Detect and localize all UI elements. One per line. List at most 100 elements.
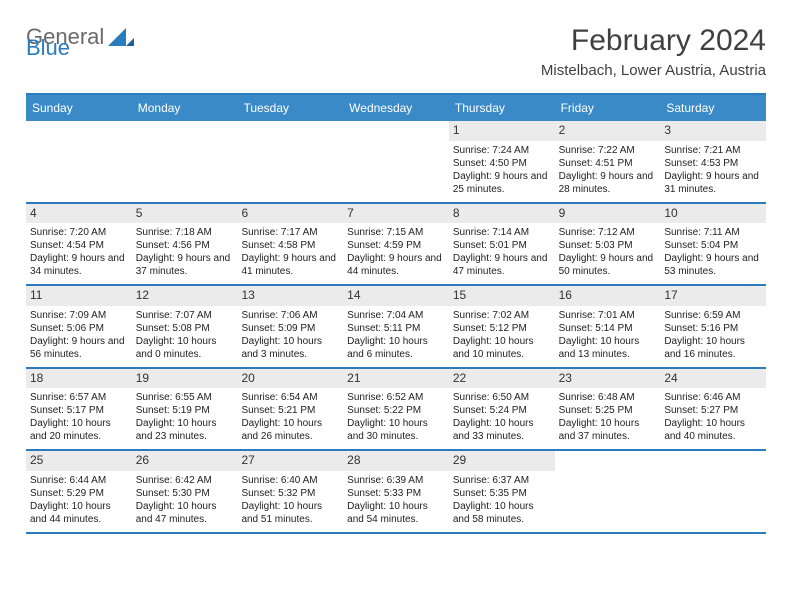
sunset-line: Sunset: 5:21 PM (241, 404, 339, 417)
calendar-day: 8Sunrise: 7:14 AMSunset: 5:01 PMDaylight… (449, 204, 555, 285)
sunrise-line: Sunrise: 7:20 AM (30, 226, 128, 239)
sunset-line: Sunset: 5:08 PM (136, 322, 234, 335)
day-number: 29 (449, 451, 555, 471)
calendar-day (660, 451, 766, 532)
day-number: 23 (555, 369, 661, 389)
sunrise-line: Sunrise: 7:07 AM (136, 309, 234, 322)
daylight-line: Daylight: 10 hours and 44 minutes. (30, 500, 128, 526)
day-number: 3 (660, 121, 766, 141)
sunset-line: Sunset: 5:04 PM (664, 239, 762, 252)
sunset-line: Sunset: 4:58 PM (241, 239, 339, 252)
daylight-line: Daylight: 9 hours and 50 minutes. (559, 252, 657, 278)
sunrise-line: Sunrise: 6:48 AM (559, 391, 657, 404)
sunrise-line: Sunrise: 6:40 AM (241, 474, 339, 487)
daylight-line: Daylight: 10 hours and 23 minutes. (136, 417, 234, 443)
daylight-line: Daylight: 10 hours and 33 minutes. (453, 417, 551, 443)
sunset-line: Sunset: 5:11 PM (347, 322, 445, 335)
day-number: 26 (132, 451, 238, 471)
calendar-day: 7Sunrise: 7:15 AMSunset: 4:59 PMDaylight… (343, 204, 449, 285)
calendar-day: 29 Sunrise: 6:37 AMSunset: 5:35 PMDayligh… (449, 451, 555, 532)
daylight-line: Daylight: 9 hours and 53 minutes. (664, 252, 762, 278)
daylight-line: Daylight: 10 hours and 0 minutes. (136, 335, 234, 361)
daylight-line: Daylight: 9 hours and 44 minutes. (347, 252, 445, 278)
sunrise-line: Sunrise: 7:01 AM (559, 309, 657, 322)
daylight-line: Daylight: 10 hours and 16 minutes. (664, 335, 762, 361)
sunrise-line: Sunrise: 7:02 AM (453, 309, 551, 322)
sunrise-line: Sunrise: 7:12 AM (559, 226, 657, 239)
calendar-week: 1Sunrise: 7:24 AMSunset: 4:50 PMDaylight… (26, 121, 766, 204)
calendar-day (343, 121, 449, 202)
day-number: 21 (343, 369, 449, 389)
sunset-line: Sunset: 5:27 PM (664, 404, 762, 417)
day-number: 11 (26, 286, 132, 306)
calendar-day: 11Sunrise: 7:09 AMSunset: 5:06 PMDayligh… (26, 286, 132, 367)
sunset-line: Sunset: 4:50 PM (453, 157, 551, 170)
daylight-line: Daylight: 10 hours and 58 minutes. (453, 500, 551, 526)
sunset-line: Sunset: 5:29 PM (30, 487, 128, 500)
page-subtitle: Mistelbach, Lower Austria, Austria (541, 62, 766, 79)
calendar-day: 18Sunrise: 6:57 AMSunset: 5:17 PMDayligh… (26, 369, 132, 450)
calendar-day (26, 121, 132, 202)
calendar-week: 25Sunrise: 6:44 AMSunset: 5:29 PMDayligh… (26, 451, 766, 534)
day-number: 10 (660, 204, 766, 224)
sunrise-line: Sunrise: 6:37 AM (453, 474, 551, 487)
daylight-line: Daylight: 10 hours and 6 minutes. (347, 335, 445, 361)
sunset-line: Sunset: 5:14 PM (559, 322, 657, 335)
calendar-day: 10Sunrise: 7:11 AMSunset: 5:04 PMDayligh… (660, 204, 766, 285)
calendar-day: 15Sunrise: 7:02 AMSunset: 5:12 PMDayligh… (449, 286, 555, 367)
calendar-day: 14Sunrise: 7:04 AMSunset: 5:11 PMDayligh… (343, 286, 449, 367)
day-number: 18 (26, 369, 132, 389)
sunrise-line: Sunrise: 7:09 AM (30, 309, 128, 322)
sunrise-line: Sunrise: 7:14 AM (453, 226, 551, 239)
weekday-header: Monday (132, 95, 238, 121)
calendar-grid: 1Sunrise: 7:24 AMSunset: 4:50 PMDaylight… (26, 121, 766, 534)
calendar-day: 21Sunrise: 6:52 AMSunset: 5:22 PMDayligh… (343, 369, 449, 450)
daylight-line: Daylight: 9 hours and 47 minutes. (453, 252, 551, 278)
calendar-day: 13Sunrise: 7:06 AMSunset: 5:09 PMDayligh… (237, 286, 343, 367)
daylight-line: Daylight: 9 hours and 31 minutes. (664, 170, 762, 196)
header: General Blue February 2024 Mistelbach, L… (26, 24, 766, 79)
day-number: 24 (660, 369, 766, 389)
daylight-line: Daylight: 10 hours and 47 minutes. (136, 500, 234, 526)
sunrise-line: Sunrise: 6:57 AM (30, 391, 128, 404)
sunrise-line: Sunrise: 6:54 AM (241, 391, 339, 404)
daylight-line: Daylight: 9 hours and 34 minutes. (30, 252, 128, 278)
day-number: 6 (237, 204, 343, 224)
calendar-day: 22Sunrise: 6:50 AMSunset: 5:24 PMDayligh… (449, 369, 555, 450)
calendar-day: 4Sunrise: 7:20 AMSunset: 4:54 PMDaylight… (26, 204, 132, 285)
calendar-day: 23Sunrise: 6:48 AMSunset: 5:25 PMDayligh… (555, 369, 661, 450)
sunset-line: Sunset: 5:01 PM (453, 239, 551, 252)
sunset-line: Sunset: 5:35 PM (453, 487, 551, 500)
daylight-line: Daylight: 9 hours and 28 minutes. (559, 170, 657, 196)
day-number: 1 (449, 121, 555, 141)
sunrise-line: Sunrise: 6:59 AM (664, 309, 762, 322)
sunrise-line: Sunrise: 6:52 AM (347, 391, 445, 404)
sunset-line: Sunset: 4:53 PM (664, 157, 762, 170)
sunrise-line: Sunrise: 6:50 AM (453, 391, 551, 404)
calendar-day: 2Sunrise: 7:22 AMSunset: 4:51 PMDaylight… (555, 121, 661, 202)
sunset-line: Sunset: 5:24 PM (453, 404, 551, 417)
sunset-line: Sunset: 5:12 PM (453, 322, 551, 335)
day-number: 17 (660, 286, 766, 306)
sunrise-line: Sunrise: 6:46 AM (664, 391, 762, 404)
sunset-line: Sunset: 5:17 PM (30, 404, 128, 417)
calendar-day: 5Sunrise: 7:18 AMSunset: 4:56 PMDaylight… (132, 204, 238, 285)
sunset-line: Sunset: 5:16 PM (664, 322, 762, 335)
sunrise-line: Sunrise: 7:21 AM (664, 144, 762, 157)
daylight-line: Daylight: 10 hours and 3 minutes. (241, 335, 339, 361)
daylight-line: Daylight: 10 hours and 30 minutes. (347, 417, 445, 443)
sunrise-line: Sunrise: 7:17 AM (241, 226, 339, 239)
day-number: 5 (132, 204, 238, 224)
sunrise-line: Sunrise: 6:42 AM (136, 474, 234, 487)
daylight-line: Daylight: 10 hours and 40 minutes. (664, 417, 762, 443)
sunset-line: Sunset: 5:03 PM (559, 239, 657, 252)
day-number: 27 (237, 451, 343, 471)
sunset-line: Sunset: 5:30 PM (136, 487, 234, 500)
daylight-line: Daylight: 9 hours and 37 minutes. (136, 252, 234, 278)
day-number: 19 (132, 369, 238, 389)
logo: General Blue (26, 24, 134, 50)
calendar-day: 12Sunrise: 7:07 AMSunset: 5:08 PMDayligh… (132, 286, 238, 367)
weekday-header: Friday (555, 95, 661, 121)
day-number: 9 (555, 204, 661, 224)
logo-word2: Blue (26, 35, 70, 61)
